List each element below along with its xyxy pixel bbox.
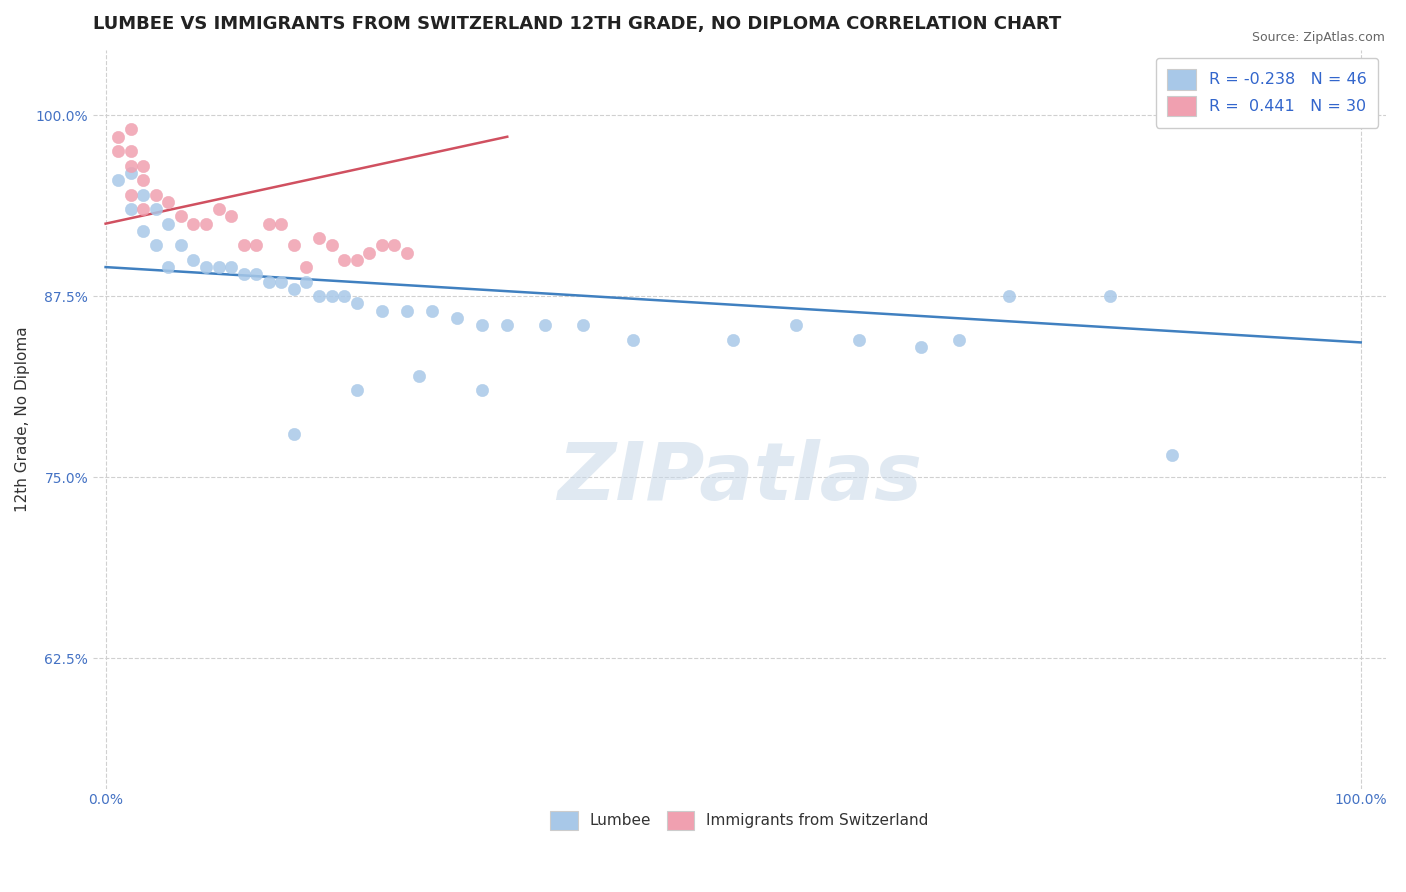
Text: ZIPatlas: ZIPatlas: [557, 439, 922, 517]
Point: [295, 275, 318, 289]
Point: [120, 202, 142, 216]
Point: [120, 187, 142, 202]
Point: [446, 310, 468, 325]
Point: [283, 426, 305, 441]
Point: [370, 238, 392, 252]
Point: [370, 303, 392, 318]
Point: [120, 122, 142, 136]
Point: [1098, 289, 1121, 303]
Point: [359, 245, 381, 260]
Point: [145, 238, 167, 252]
Point: [308, 231, 330, 245]
Point: [283, 238, 305, 252]
Point: [207, 202, 229, 216]
Point: [120, 159, 142, 173]
Point: [333, 289, 356, 303]
Point: [408, 368, 430, 383]
Point: [219, 260, 242, 274]
Point: [395, 245, 418, 260]
Point: [321, 238, 343, 252]
Point: [333, 252, 356, 267]
Point: [145, 187, 167, 202]
Point: [382, 238, 405, 252]
Point: [170, 238, 193, 252]
Point: [219, 210, 242, 224]
Point: [496, 318, 519, 332]
Point: [998, 289, 1021, 303]
Point: [257, 217, 280, 231]
Point: [471, 318, 494, 332]
Point: [948, 333, 970, 347]
Point: [232, 238, 254, 252]
Legend: Lumbee, Immigrants from Switzerland: Lumbee, Immigrants from Switzerland: [544, 805, 935, 837]
Point: [245, 238, 267, 252]
Point: [571, 318, 593, 332]
Point: [270, 217, 292, 231]
Point: [183, 252, 205, 267]
Point: [346, 383, 368, 397]
Point: [107, 129, 129, 144]
Point: [395, 303, 418, 318]
Point: [207, 260, 229, 274]
Point: [721, 333, 744, 347]
Point: [848, 333, 870, 347]
Point: [157, 217, 180, 231]
Point: [295, 260, 318, 274]
Point: [183, 217, 205, 231]
Point: [132, 187, 155, 202]
Point: [120, 166, 142, 180]
Point: [195, 217, 218, 231]
Point: [157, 260, 180, 274]
Point: [107, 173, 129, 187]
Point: [346, 252, 368, 267]
Point: [107, 145, 129, 159]
Point: [245, 268, 267, 282]
Point: [157, 194, 180, 209]
Point: [132, 202, 155, 216]
Point: [195, 260, 218, 274]
Point: [471, 383, 494, 397]
Point: [232, 268, 254, 282]
Point: [132, 173, 155, 187]
Point: [346, 296, 368, 310]
Point: [170, 210, 193, 224]
Point: [308, 289, 330, 303]
Point: [321, 289, 343, 303]
Point: [132, 224, 155, 238]
Point: [257, 275, 280, 289]
Point: [1225, 115, 1247, 129]
Point: [910, 340, 932, 354]
Point: [1161, 449, 1184, 463]
Point: [270, 275, 292, 289]
Y-axis label: 12th Grade, No Diploma: 12th Grade, No Diploma: [15, 326, 30, 512]
Text: Source: ZipAtlas.com: Source: ZipAtlas.com: [1251, 31, 1385, 45]
Point: [534, 318, 557, 332]
Point: [120, 145, 142, 159]
Point: [785, 318, 807, 332]
Point: [420, 303, 443, 318]
Point: [145, 202, 167, 216]
Point: [621, 333, 644, 347]
Point: [283, 282, 305, 296]
Text: LUMBEE VS IMMIGRANTS FROM SWITZERLAND 12TH GRADE, NO DIPLOMA CORRELATION CHART: LUMBEE VS IMMIGRANTS FROM SWITZERLAND 12…: [93, 15, 1062, 33]
Point: [132, 159, 155, 173]
